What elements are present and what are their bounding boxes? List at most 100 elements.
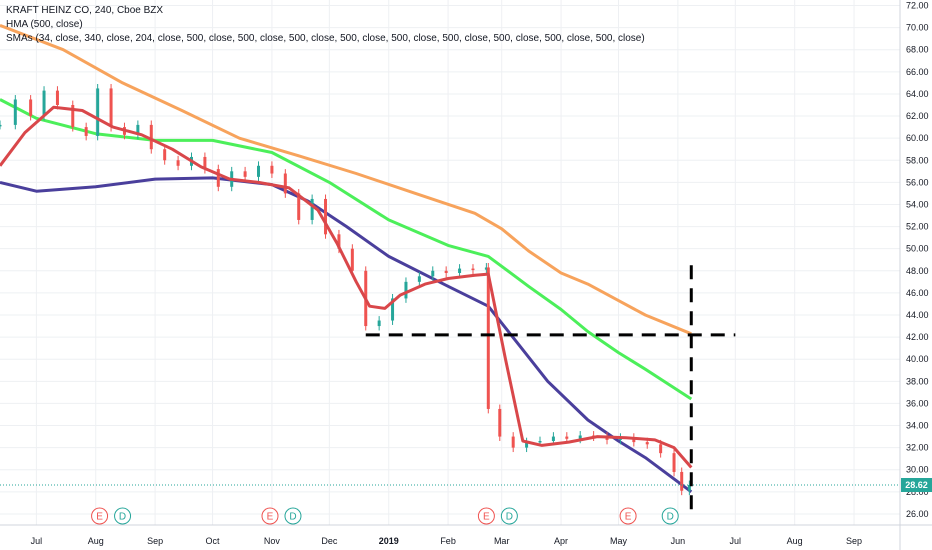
y-tick-label: 44.00: [906, 310, 929, 320]
candle-body: [324, 198, 328, 235]
candle-body: [350, 248, 354, 271]
candle-body: [216, 169, 220, 187]
y-tick-label: 56.00: [906, 177, 929, 187]
event-label: D: [667, 512, 674, 523]
candle-body: [203, 156, 207, 170]
candle-body: [55, 90, 59, 105]
candle-body: [310, 198, 314, 220]
candle-body: [431, 270, 435, 277]
y-tick-label: 64.00: [906, 89, 929, 99]
x-tick-label: Aug: [787, 536, 803, 546]
candle-body: [417, 276, 421, 282]
y-tick-label: 26.00: [906, 509, 929, 519]
event-label: E: [96, 512, 103, 523]
dividend-marker[interactable]: D: [500, 507, 518, 525]
y-tick-label: 58.00: [906, 155, 929, 165]
candle-body: [377, 320, 381, 327]
candle-body: [71, 105, 75, 128]
candle-body: [391, 298, 395, 321]
candle-body: [29, 99, 33, 117]
event-label: D: [289, 512, 296, 523]
y-tick-label: 32.00: [906, 443, 929, 453]
candle-body: [498, 408, 502, 437]
event-circle: [477, 507, 495, 525]
x-tick-label: Mar: [494, 536, 510, 546]
candle-body: [565, 436, 569, 439]
candle-body: [0, 124, 2, 127]
event-label: E: [483, 512, 490, 523]
candle-body: [484, 267, 488, 270]
earnings-marker[interactable]: E: [261, 507, 279, 525]
x-tick-label: Jul: [31, 536, 43, 546]
candle-body: [578, 435, 582, 439]
candle-body: [680, 471, 684, 491]
y-tick-label: 62.00: [906, 111, 929, 121]
candle-body: [525, 442, 529, 448]
y-tick-label: 30.00: [906, 465, 929, 475]
dividend-marker[interactable]: D: [661, 507, 679, 525]
x-tick-label: Aug: [88, 536, 104, 546]
candle-body: [471, 268, 475, 271]
sma-line-navy: [0, 176, 693, 494]
earnings-marker[interactable]: E: [91, 507, 109, 525]
candle-body: [486, 267, 490, 409]
candle-body: [243, 171, 247, 177]
x-tick-label: Jul: [730, 536, 742, 546]
event-label: E: [625, 512, 632, 523]
event-circle: [661, 507, 679, 525]
event-label: D: [119, 512, 126, 523]
x-tick-label: Oct: [206, 536, 221, 546]
last-price-badge: 28.62: [901, 477, 932, 492]
y-tick-label: 60.00: [906, 133, 929, 143]
dividend-marker[interactable]: D: [284, 507, 302, 525]
x-tick-label: Jun: [671, 536, 686, 546]
symbol-title[interactable]: KRAFT HEINZ CO, 240, Cboe BZX: [6, 5, 164, 16]
candle-body: [458, 268, 462, 273]
time-axis[interactable]: Jul Aug Sep Oct Nov Dec 2019 Feb Mar Apr May Jun Jul…: [0, 524, 932, 546]
y-tick-label: 54.00: [906, 199, 929, 209]
x-tick-label: Sep: [846, 536, 862, 546]
candle-body: [687, 484, 691, 491]
y-tick-label: 52.00: [906, 222, 929, 232]
earnings-marker[interactable]: E: [477, 507, 495, 525]
candle-body: [659, 444, 663, 454]
candle-body: [84, 127, 88, 136]
candle-body: [42, 90, 46, 117]
x-tick-label: May: [610, 536, 628, 546]
event-circle: [500, 507, 518, 525]
candle-body: [511, 436, 515, 448]
price-axis[interactable]: 26.0028.0030.0032.0034.0036.0038.0040.00…: [899, 0, 929, 550]
x-tick-label: Dec: [321, 536, 338, 546]
candle-body: [109, 88, 113, 128]
x-tick-label: Nov: [264, 536, 281, 546]
annotation-layer: [365, 265, 736, 514]
hma-legend[interactable]: HMA (500, close): [6, 19, 83, 30]
smas-legend[interactable]: SMAs (34, close, 340, close, 204, close,…: [6, 33, 645, 44]
event-circle: [91, 507, 109, 525]
y-tick-label: 66.00: [906, 67, 929, 77]
candle-body: [632, 437, 636, 443]
y-tick-label: 48.00: [906, 266, 929, 276]
y-tick-label: 72.00: [906, 1, 929, 11]
candle-body: [257, 165, 261, 177]
hma-line: [0, 105, 693, 469]
candle-body: [176, 160, 180, 166]
earnings-marker[interactable]: E: [619, 507, 637, 525]
dividend-marker[interactable]: D: [114, 507, 132, 525]
candle-body: [551, 436, 555, 441]
y-tick-label: 70.00: [906, 23, 929, 33]
y-tick-label: 50.00: [906, 244, 929, 254]
candle-body: [672, 453, 676, 472]
x-tick-label: Sep: [147, 536, 163, 546]
event-circle: [261, 507, 279, 525]
event-circle: [284, 507, 302, 525]
candle-body: [270, 165, 274, 174]
event-label: D: [506, 512, 513, 523]
candle-body: [645, 442, 649, 445]
y-tick-label: 34.00: [906, 421, 929, 431]
event-circle: [619, 507, 637, 525]
sma-line-green: [0, 98, 693, 401]
event-label: E: [267, 512, 274, 523]
